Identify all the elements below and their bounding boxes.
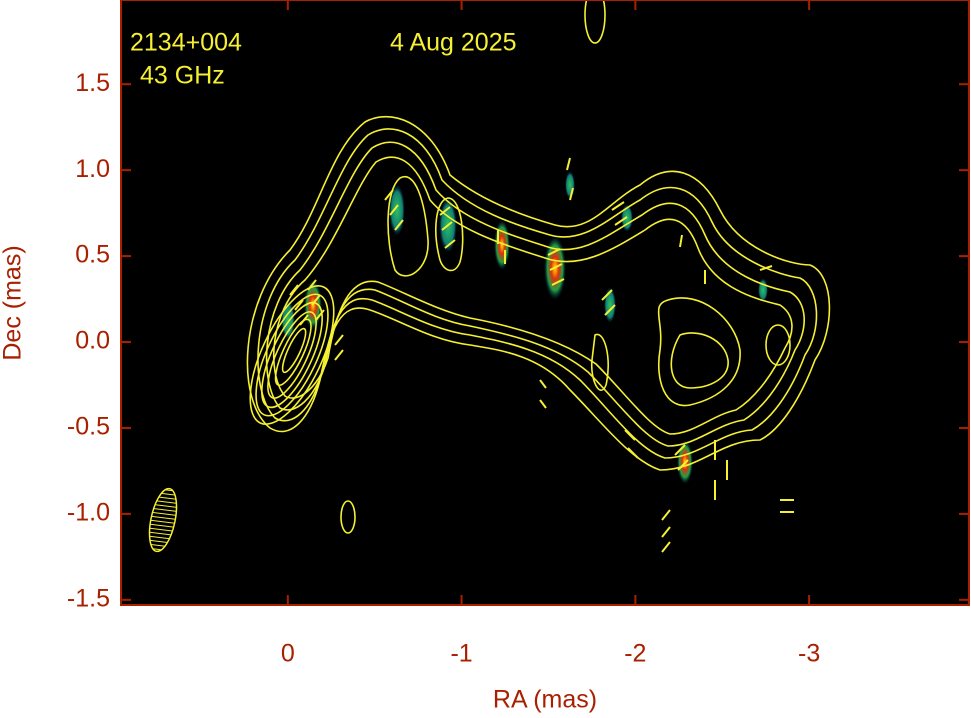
date-label: 4 Aug 2025 — [390, 29, 517, 57]
y-tick-label: 1.5 — [75, 69, 110, 97]
x-tick-label: -1 — [450, 640, 472, 668]
contour — [340, 500, 356, 534]
blob — [758, 278, 768, 302]
contour — [435, 197, 464, 272]
source-label: 2134+004 — [130, 29, 242, 57]
x-axis-label: RA (mas) — [493, 686, 597, 714]
blob — [565, 171, 575, 199]
y-tick-label: 1.0 — [75, 155, 110, 183]
y-axis-label: Dec (mas) — [0, 245, 27, 360]
x-tick-label: -2 — [624, 640, 646, 668]
beam — [148, 487, 178, 553]
axes-frame — [120, 0, 970, 606]
y-tick-label: 0.5 — [75, 241, 110, 269]
contour — [765, 324, 791, 366]
contour — [584, 0, 606, 44]
contour — [670, 332, 729, 389]
plot-area — [121, 0, 969, 605]
x-tick-label: -3 — [798, 640, 820, 668]
y-tick-label: -0.5 — [67, 413, 110, 441]
frequency-label: 43 GHz — [140, 62, 225, 90]
contour — [257, 128, 818, 459]
contour — [657, 297, 741, 407]
contour — [267, 311, 317, 399]
contour — [273, 156, 793, 435]
y-tick-label: -1.5 — [67, 584, 110, 612]
contours — [246, 0, 831, 534]
polarization-ticks — [289, 157, 794, 553]
y-tick-label: 0.0 — [75, 327, 110, 355]
contour — [590, 333, 609, 392]
contour — [265, 141, 805, 447]
contour — [274, 318, 312, 386]
contour — [261, 301, 323, 409]
contour — [387, 175, 429, 277]
contour — [281, 327, 307, 374]
contour — [249, 285, 335, 425]
contour — [246, 115, 831, 471]
x-tick-label: 0 — [281, 640, 295, 668]
y-tick-label: -1.0 — [67, 499, 110, 527]
